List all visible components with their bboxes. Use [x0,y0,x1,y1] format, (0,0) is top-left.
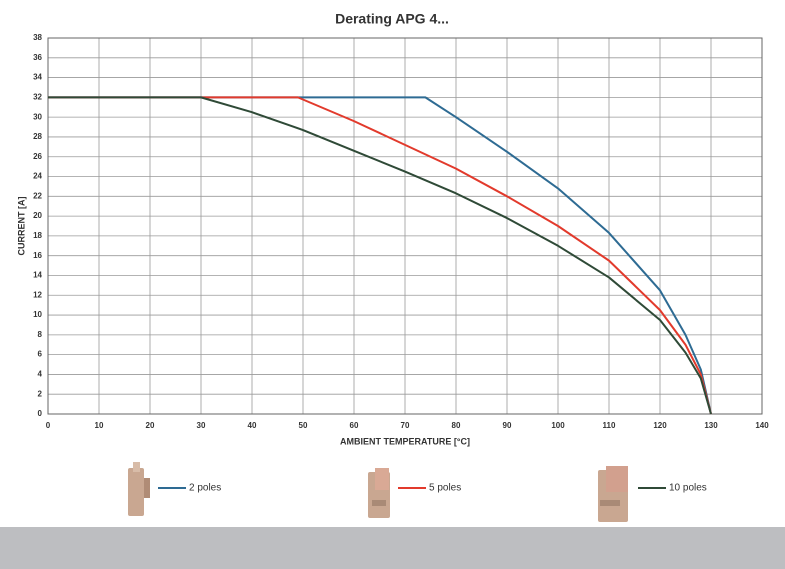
y-tick-label: 2 [38,389,43,398]
y-tick-label: 16 [33,251,42,260]
x-tick-label: 20 [146,421,155,430]
y-tick-label: 18 [33,231,42,240]
series-line [48,96,712,415]
x-tick-label: 90 [503,421,512,430]
y-tick-label: 26 [33,152,42,161]
connector-icon [368,468,390,518]
x-tick-label: 0 [46,421,51,430]
y-tick-label: 0 [38,409,43,418]
x-tick-label: 10 [95,421,104,430]
x-tick-label: 40 [248,421,257,430]
y-tick-label: 36 [33,53,42,62]
plot-frame [47,37,763,415]
x-axis-label: AMBIENT TEMPERATURE [°C] [340,436,470,446]
y-tick-label: 12 [33,290,42,299]
connector-icon [128,462,150,516]
legend-label: 10 poles [669,483,707,494]
y-tick-label: 14 [33,271,42,280]
legend-label: 2 poles [189,483,221,494]
y-tick-label: 20 [33,211,42,220]
x-tick-label: 120 [653,421,667,430]
y-tick-label: 34 [33,73,42,82]
x-tick-label: 60 [350,421,359,430]
footer-bar [0,527,785,569]
y-tick-label: 4 [38,370,43,379]
y-tick-label: 6 [38,350,43,359]
y-tick-label: 22 [33,191,42,200]
y-tick-label: 38 [33,33,42,42]
y-tick-label: 30 [33,112,42,121]
y-tick-label: 32 [33,92,42,101]
y-tick-label: 8 [38,330,43,339]
x-tick-label: 30 [197,421,206,430]
series-line [48,96,712,415]
x-tick-label: 140 [755,421,769,430]
y-tick-label: 24 [33,172,42,181]
x-tick-label: 50 [299,421,308,430]
y-axis-label: CURRENT [A] [16,197,26,256]
series-line [48,96,712,415]
y-tick-label: 28 [33,132,42,141]
y-tick-label: 10 [33,310,42,319]
x-tick-label: 130 [704,421,718,430]
connector-icon [598,466,628,522]
x-tick-label: 70 [401,421,410,430]
x-tick-label: 100 [551,421,565,430]
legend-label: 5 poles [429,483,461,494]
chart-title: Derating APG 4... [335,11,449,27]
x-tick-label: 80 [452,421,461,430]
x-tick-label: 110 [603,421,616,430]
